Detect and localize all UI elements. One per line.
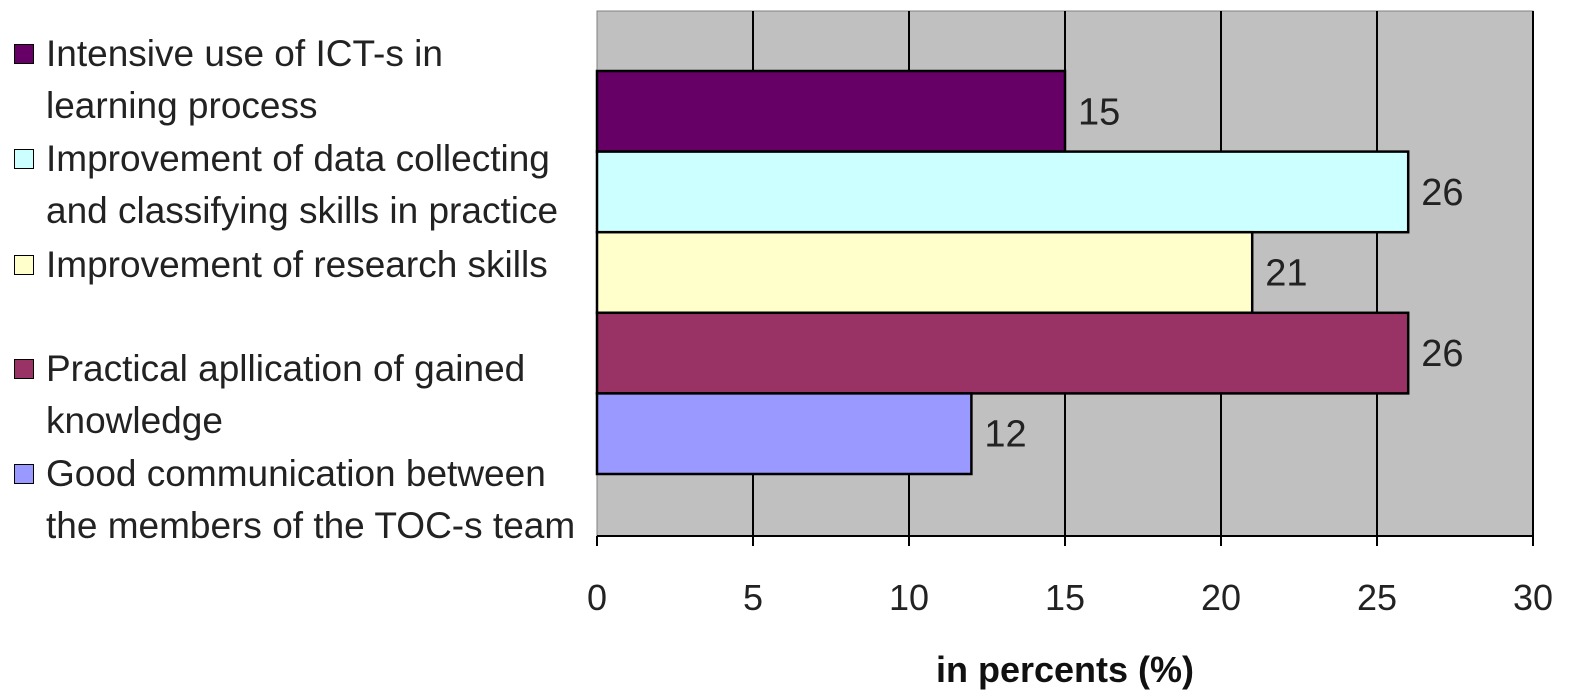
x-tick-label: 30 (1513, 577, 1553, 618)
data-label: 15 (1078, 91, 1120, 133)
data-label: 21 (1265, 253, 1307, 295)
bar (595, 230, 1254, 315)
bar (595, 311, 1410, 395)
legend-item: Improvement of data collecting and class… (14, 133, 584, 237)
bar (595, 150, 1410, 234)
legend-swatch (14, 149, 34, 169)
x-tick-label: 20 (1201, 577, 1241, 618)
legend-swatch (14, 464, 34, 484)
legend-label: Improvement of research skills (46, 244, 548, 285)
x-axis-title: in percents (%) (936, 649, 1194, 690)
legend-label: Good communication between the members o… (46, 453, 576, 546)
x-tick-label: 10 (889, 577, 929, 618)
bars: 15 26 21 26 12 (595, 69, 1463, 476)
legend-swatch (14, 255, 34, 275)
legend-label: Intensive use of ICT-s in learning proce… (46, 33, 443, 126)
bar (595, 392, 973, 476)
x-tick-label: 15 (1045, 577, 1085, 618)
legend-swatch (14, 44, 34, 64)
data-label: 26 (1421, 172, 1463, 214)
data-label: 12 (984, 414, 1026, 456)
legend-item: Practical apllication of gained knowledg… (14, 343, 584, 447)
x-tick-label: 25 (1357, 577, 1397, 618)
legend-label: Practical apllication of gained knowledg… (46, 348, 526, 441)
legend-item: Intensive use of ICT-s in learning proce… (14, 28, 584, 132)
x-axis: 0 5 10 15 20 25 30 (587, 535, 1553, 618)
x-tick-label: 0 (587, 577, 607, 618)
legend-label: Improvement of data collecting and class… (46, 138, 559, 231)
data-label: 26 (1421, 333, 1463, 375)
x-tick-label: 5 (743, 577, 763, 618)
legend-item: Improvement of research skills (14, 239, 584, 291)
legend-item: Good communication between the members o… (14, 448, 584, 552)
legend-swatch (14, 359, 34, 379)
bar (595, 69, 1067, 153)
